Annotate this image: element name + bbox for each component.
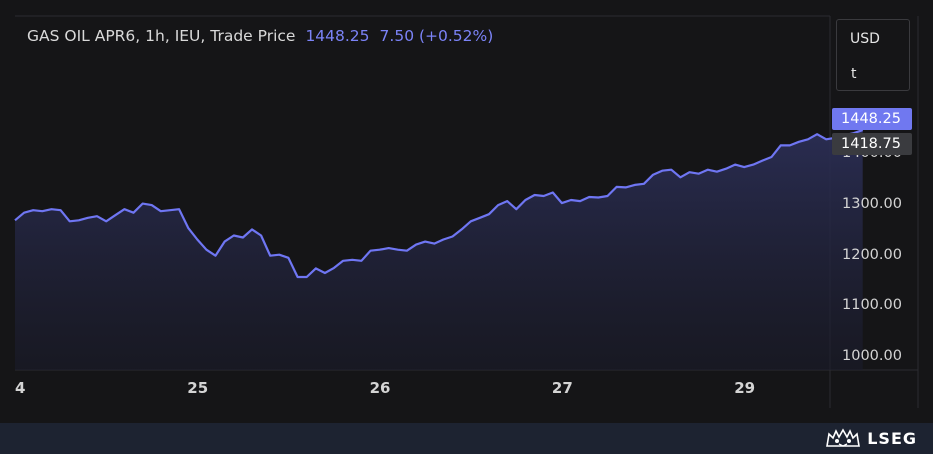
legend-price: 1448.25 bbox=[305, 27, 370, 45]
time-tick-label: 4 bbox=[15, 379, 26, 397]
price-tick-label: 1000.00 bbox=[842, 348, 902, 364]
price-area-fill bbox=[15, 130, 863, 370]
currency-unit-selector[interactable]: USD t bbox=[836, 19, 910, 91]
time-tick-label: 27 bbox=[551, 379, 573, 397]
last-price-tag: 1448.25 bbox=[832, 108, 912, 130]
chart-frame: GAS OIL APR6, 1h, IEU, Trade Price 1448.2… bbox=[0, 0, 933, 423]
legend-change: 7.50 (+0.52%) bbox=[379, 27, 494, 45]
brand-name: LSEG bbox=[867, 428, 917, 448]
instrument-label: GAS OIL APR6, 1h, IEU, Trade Price bbox=[27, 27, 296, 45]
brand-logo: LSEG bbox=[825, 428, 917, 448]
currency-label: USD bbox=[850, 31, 880, 47]
lion-crest-icon bbox=[826, 428, 861, 447]
chart-legend: GAS OIL APR6, 1h, IEU, Trade Price 1448.2… bbox=[27, 27, 493, 45]
price-tick-label: 1300.00 bbox=[842, 196, 902, 213]
unit-label: t bbox=[851, 66, 857, 82]
time-tick-label: 25 bbox=[187, 379, 209, 397]
price-tick-label: 1200.00 bbox=[842, 246, 902, 263]
previous-close-tag: 1418.75 bbox=[832, 133, 912, 155]
price-tick-label: 1100.00 bbox=[842, 297, 902, 314]
price-chart[interactable] bbox=[0, 0, 933, 423]
footer-bar: LSEG bbox=[0, 423, 933, 454]
time-tick-label: 29 bbox=[734, 379, 756, 397]
price-line bbox=[14, 129, 864, 279]
time-tick-label: 26 bbox=[369, 379, 391, 397]
